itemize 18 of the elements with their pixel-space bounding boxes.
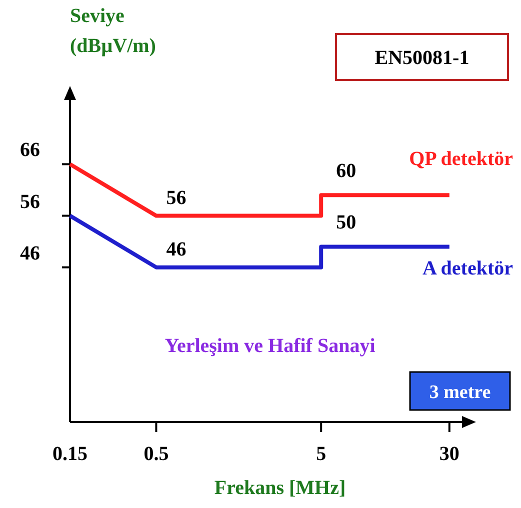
x-axis-title: Frekans [MHz] (214, 477, 346, 499)
text: EN50081-1 (374, 47, 470, 69)
annotation: Yerleşim ve Hafif Sanayi (164, 335, 376, 357)
y-axis-title: Seviye (dBµV/m) (70, 5, 156, 57)
annotation: 3 metre (429, 382, 491, 403)
x-tick-label: 30 (439, 443, 460, 465)
series-label: A detektör (422, 258, 514, 280)
y-tick-label: 66 (20, 139, 40, 162)
x-tick-label: 0.15 (52, 443, 88, 465)
data-label: 46 (166, 238, 186, 260)
y-tick-label: 46 (20, 242, 40, 264)
data-label: 50 (336, 212, 356, 234)
data-label: 60 (336, 160, 356, 182)
x-tick-label: 0.5 (144, 443, 169, 465)
series-label: QP detektör (409, 148, 514, 170)
y-tick-label: 56 (20, 190, 40, 213)
data-label: 56 (166, 186, 186, 209)
x-tick-label: 5 (316, 443, 326, 465)
